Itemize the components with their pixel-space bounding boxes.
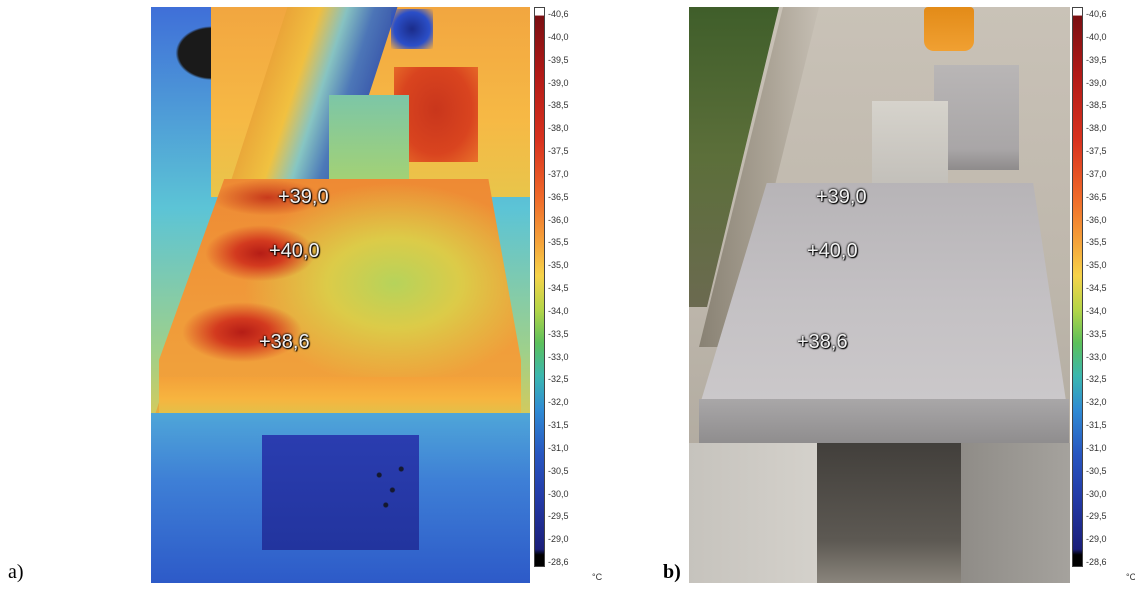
scale-tick-label: -38,5	[548, 100, 569, 111]
temp-marker-3: +38,6	[259, 331, 310, 353]
scale-tick-label: -36,5	[548, 191, 569, 202]
scale-tick-label: -36,5	[1086, 191, 1107, 202]
orange-tool	[924, 7, 974, 51]
scale-tick-label: -35,0	[548, 260, 569, 271]
temp-marker-2: +40,0	[807, 240, 858, 262]
temp-marker-2: +40,0	[269, 240, 320, 262]
scale-tick-label: -37,5	[548, 146, 569, 156]
scale-tick-label: -39,5	[548, 54, 569, 65]
scale-tick-label: -31,0	[1086, 442, 1107, 453]
support-block-left	[689, 443, 817, 583]
scale-tick-label: -40,0	[1086, 31, 1107, 42]
scale-tick-label: -30,0	[548, 488, 569, 499]
scale-tick-label: -38,0	[548, 123, 569, 134]
panel-a-label: a)	[8, 561, 24, 583]
scale-tick-label: -36,0	[1086, 214, 1107, 225]
thermal-image: +39,0 +40,0 +38,6	[151, 7, 530, 583]
scale-tick-label: -29,5	[548, 511, 569, 522]
scale-tick-label: -39,0	[1086, 77, 1107, 88]
scale-tick-label: -34,5	[548, 283, 569, 293]
scale-tick-label: -33,5	[548, 328, 569, 339]
scale-tick-label: -32,0	[1086, 397, 1107, 408]
scale-tick-label: -38,5	[1086, 100, 1107, 111]
photograph: +39,0 +40,0 +38,6	[689, 7, 1070, 583]
cube-block	[329, 95, 409, 185]
scale-tick-label: -39,0	[548, 77, 569, 88]
scale-tick-label: -38,0	[1086, 123, 1107, 134]
scale-tick-label: -33,5	[1086, 328, 1107, 339]
scale-tick-label: -33,0	[548, 351, 569, 362]
scale-tick-label: -37,0	[1086, 168, 1107, 179]
scale-tick-label: -35,5	[1086, 237, 1107, 248]
far-block	[934, 65, 1019, 170]
scale-tick-label: -35,5	[548, 237, 569, 248]
scale-tick-label: -30,5	[548, 465, 569, 476]
scale-tick-label: -36,0	[548, 214, 569, 225]
scale-tick-label: -28,6	[548, 557, 569, 567]
scale-tick-label: -31,5	[548, 420, 569, 430]
scale-tick-label: -40,0	[548, 31, 569, 42]
temp-marker-1: +39,0	[816, 186, 867, 208]
scale-tick-label: -32,5	[1086, 374, 1107, 385]
scale-tick-label: -31,0	[548, 442, 569, 453]
scale-tick-label: -29,5	[1086, 511, 1107, 522]
scale-tick-label: -40,6	[1086, 9, 1107, 19]
scale-tick-label: -31,5	[1086, 420, 1107, 430]
concrete-slab	[159, 179, 521, 411]
panel-b-label: b)	[663, 561, 681, 583]
scale-unit-a: °C	[592, 572, 603, 582]
scale-tick-label: -34,0	[1086, 305, 1107, 316]
scale-tick-label: -40,6	[548, 9, 569, 19]
scale-tick-label: -28,6	[1086, 557, 1107, 567]
scale-tick-label: -37,5	[1086, 146, 1107, 156]
scale-tick-label: -39,5	[1086, 54, 1107, 65]
scale-tick-label: -35,0	[1086, 260, 1107, 271]
scale-tick-label: -29,0	[548, 534, 569, 545]
scale-tick-label: -33,0	[1086, 351, 1107, 362]
support-block-right	[961, 443, 1070, 583]
scale-tick-label: -30,5	[1086, 465, 1107, 476]
speckle-marks	[366, 457, 410, 517]
scale-tick-label: -30,0	[1086, 488, 1107, 499]
scale-tick-label: -32,5	[548, 374, 569, 385]
gap-under-slab	[817, 443, 961, 583]
temp-marker-3: +38,6	[797, 331, 848, 353]
slab-edge	[159, 377, 521, 413]
scale-tick-label: -29,0	[1086, 534, 1107, 545]
scale-tick-label: -34,0	[548, 305, 569, 316]
color-scale-bar-b	[1072, 7, 1083, 567]
slab-edge	[699, 399, 1069, 443]
temp-marker-1: +39,0	[278, 186, 329, 208]
scale-tick-label: -37,0	[548, 168, 569, 179]
scale-unit-b: °C	[1126, 572, 1135, 582]
scale-tick-label: -34,5	[1086, 283, 1107, 293]
color-scale-bar-a	[534, 7, 545, 567]
cube-block	[872, 101, 948, 183]
scale-tick-label: -32,0	[548, 397, 569, 408]
cold-object	[391, 9, 433, 49]
concrete-slab	[701, 183, 1066, 401]
